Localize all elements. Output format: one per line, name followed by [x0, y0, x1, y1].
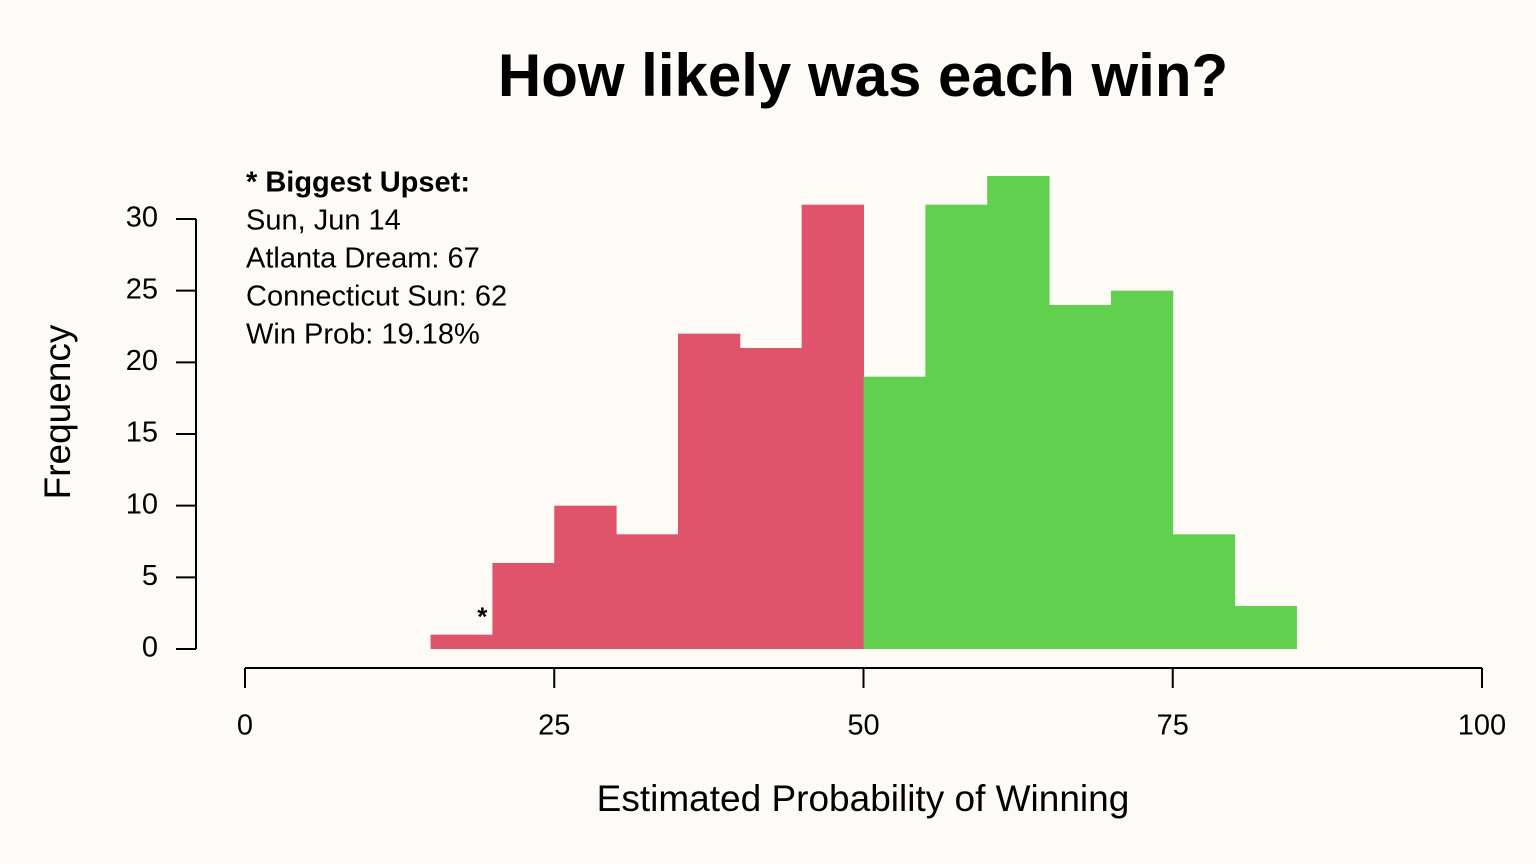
bar [1049, 305, 1112, 649]
bar [492, 563, 555, 649]
x-tick-label: 0 [237, 710, 253, 742]
bar [1110, 290, 1174, 649]
annotation-line: Sun, Jun 14 [246, 205, 401, 237]
bar [925, 204, 988, 649]
y-tick-label: 15 [126, 417, 158, 449]
bar [1172, 534, 1236, 649]
annotation-line: Atlanta Dream: 67 [246, 243, 480, 275]
annotation-line: Connecticut Sun: 62 [246, 281, 507, 313]
chart-title: How likely was each win? [498, 42, 1228, 109]
bar [739, 348, 803, 649]
bar [677, 333, 741, 649]
y-tick-label: 5 [142, 560, 158, 592]
y-tick-label: 0 [142, 632, 158, 664]
annotation-line: Win Prob: 19.18% [246, 319, 480, 351]
x-tick-label: 75 [1157, 710, 1189, 742]
bar [430, 634, 493, 649]
x-tick-label: 100 [1458, 710, 1506, 742]
bar [554, 505, 617, 649]
upset-marker: * [477, 602, 488, 632]
bar [987, 176, 1050, 649]
bar [616, 534, 679, 649]
x-tick-label: 50 [847, 710, 879, 742]
y-tick-label: 25 [126, 273, 158, 305]
y-tick-label: 30 [126, 202, 158, 234]
y-tick-label: 10 [126, 488, 158, 520]
bar [1234, 606, 1297, 649]
annotation-heading: * Biggest Upset: [246, 167, 470, 199]
y-axis-label: Frequency [37, 324, 78, 499]
x-axis-label: Estimated Probability of Winning [597, 778, 1130, 819]
bar [863, 376, 926, 649]
x-tick-label: 25 [538, 710, 570, 742]
y-tick-label: 20 [126, 345, 158, 377]
bar [801, 204, 864, 649]
